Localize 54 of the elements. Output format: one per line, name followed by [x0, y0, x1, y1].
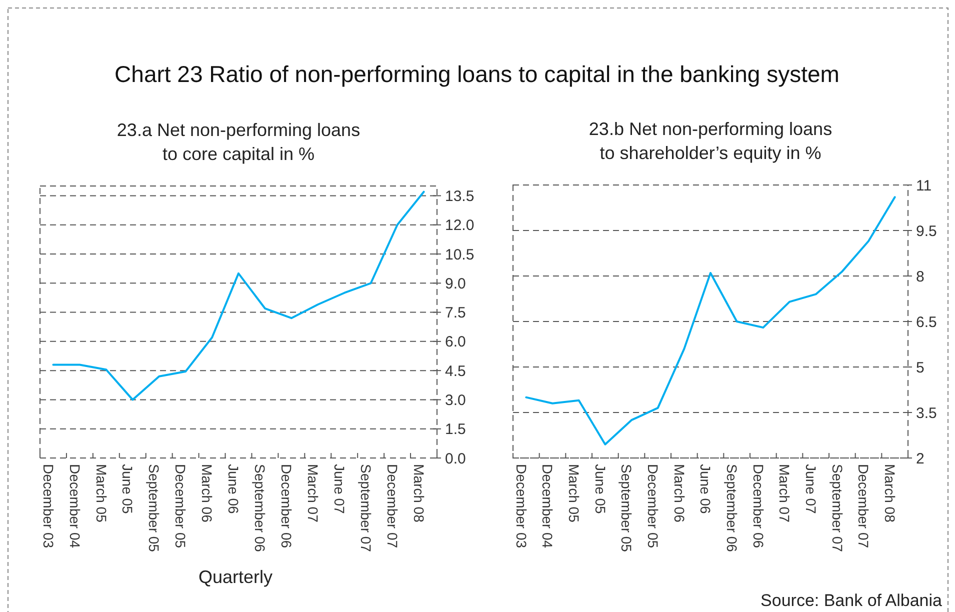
x-tick-label: December 03 — [513, 464, 530, 548]
x-tick-label: December 04 — [540, 464, 556, 548]
y-tick-label: 1.5 — [445, 421, 466, 438]
y-tick-label: 8 — [916, 268, 924, 286]
x-tick-label: June 06 — [226, 464, 242, 514]
x-tick-label: September 05 — [146, 464, 162, 552]
y-tick-label: 0.0 — [445, 450, 466, 468]
x-tick-label: June 07 — [802, 464, 819, 514]
y-tick-label: 12.0 — [445, 217, 474, 234]
x-tick-label: December 07 — [384, 464, 400, 548]
x-tick-label: March 05 — [93, 464, 110, 523]
caption: Chart 23 Ratio of non-performing loans to capital in the banking system — [114, 61, 840, 87]
x-tick-label: December 05 — [644, 464, 661, 548]
y-tick-label: 5 — [916, 359, 924, 376]
x-tick-label: March 05 — [566, 464, 582, 523]
x-tick-label: June 05 — [592, 464, 608, 514]
y-tick-label: 13.5 — [445, 188, 474, 205]
x-tick-label: June 06 — [698, 464, 714, 514]
chart-title: 23.b Net non-performing loans to shareholder’s equity in % — [588, 119, 832, 163]
x-axis-title: Quarterly — [198, 567, 273, 587]
y-tick-label: 2 — [916, 450, 924, 468]
x-tick-label: September 06 — [724, 464, 740, 552]
x-tick-label: December 07 — [856, 464, 872, 548]
x-tick-label: December 06 — [750, 464, 766, 548]
source-note: Source: Bank of Albania — [760, 591, 943, 610]
y-tick-label: 11 — [916, 177, 932, 194]
x-tick-label: September 06 — [252, 464, 268, 552]
x-tick-label: December 04 — [66, 464, 83, 548]
y-tick-label: 9.5 — [916, 222, 937, 240]
x-tick-label: March 08 — [410, 464, 427, 523]
y-tick-label: 4.5 — [445, 362, 466, 380]
x-tick-label: March 07 — [776, 464, 793, 523]
y-tick-label: 7.5 — [445, 304, 466, 322]
x-tick-label: March 07 — [305, 464, 321, 523]
x-tick-label: September 07 — [829, 464, 846, 552]
line-series — [52, 190, 425, 401]
y-tick-label: 3.5 — [916, 404, 937, 422]
x-tick-label: December 03 — [40, 464, 56, 548]
x-tick-label: September 07 — [358, 464, 374, 552]
y-tick-label: 3.0 — [445, 392, 466, 409]
y-tick-label: 9.0 — [445, 275, 466, 292]
line-series — [525, 196, 896, 446]
x-tick-label: December 05 — [172, 464, 189, 548]
chart-title: 23.a Net non-performing loans to core capital in % — [116, 120, 360, 164]
y-tick-label: 6.5 — [916, 314, 937, 331]
y-tick-label: 6.0 — [445, 334, 466, 351]
x-tick-label: December 06 — [278, 464, 295, 548]
x-tick-label: March 06 — [671, 464, 688, 523]
x-tick-label: September 05 — [618, 464, 635, 552]
x-tick-label: June 05 — [120, 464, 136, 514]
x-tick-label: June 07 — [331, 464, 348, 514]
x-tick-label: March 06 — [199, 464, 216, 523]
x-tick-label: March 08 — [882, 464, 898, 523]
y-tick-label: 10.5 — [445, 246, 474, 264]
